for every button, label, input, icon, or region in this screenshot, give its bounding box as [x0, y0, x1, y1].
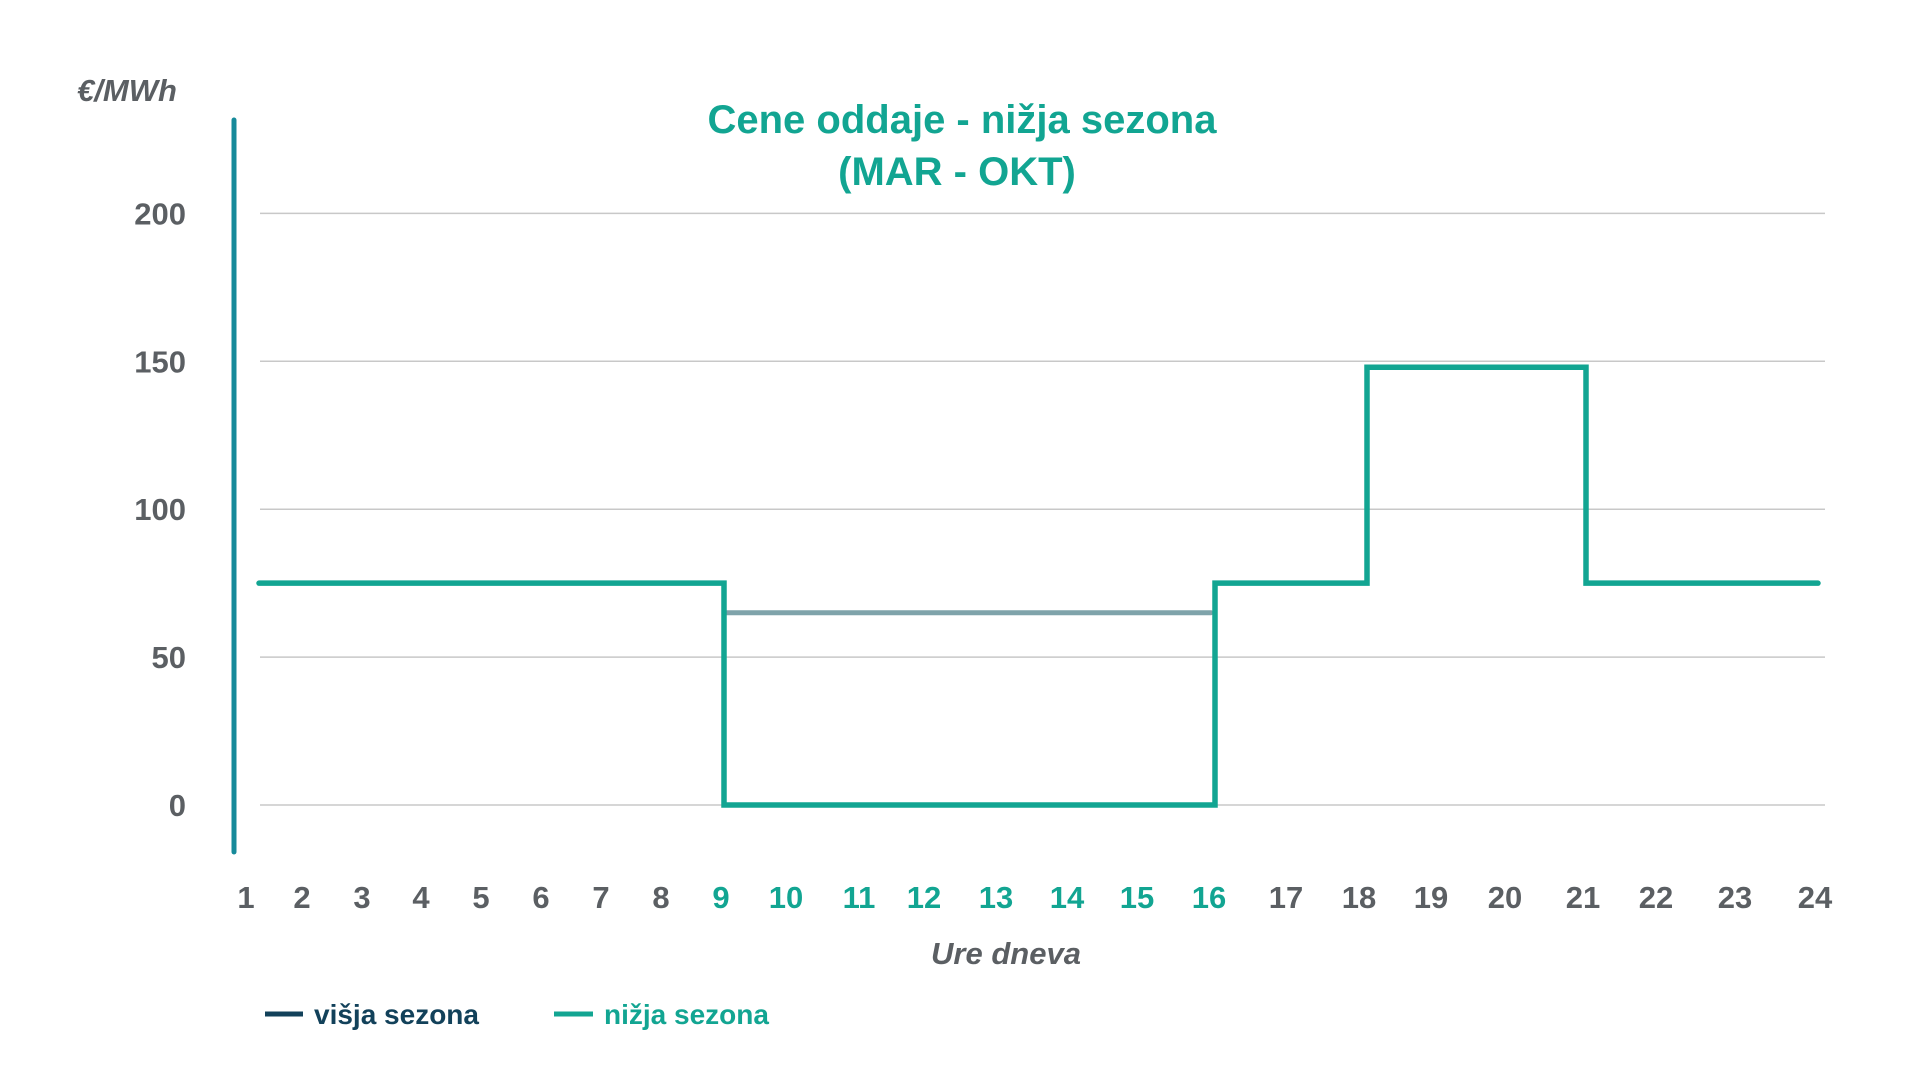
x-tick-label: 5 — [472, 880, 489, 915]
x-tick-label: 2 — [293, 880, 310, 915]
x-tick-label: 3 — [353, 880, 370, 915]
x-tick-label: 17 — [1269, 880, 1303, 915]
x-tick-label: 7 — [592, 880, 609, 915]
x-tick-label: 20 — [1488, 880, 1522, 915]
chart-subtitle: (MAR - OKT) — [838, 150, 1076, 194]
y-axis-label: €/MWh — [77, 73, 177, 108]
legend-item-visja-sezona: višja sezona — [265, 999, 479, 1030]
series-line-nizja-sezona — [256, 364, 1821, 808]
axes — [231, 117, 1839, 855]
x-tick-label: 11 — [843, 880, 876, 915]
x-tick-label: 22 — [1639, 880, 1673, 915]
x-tick-label: 24 — [1798, 880, 1833, 915]
legend: višja sezona nižja sezona — [265, 999, 769, 1030]
series-lines — [256, 364, 1821, 808]
legend-item-nizja-sezona: nižja sezona — [554, 999, 769, 1030]
x-tick-label: 18 — [1342, 880, 1376, 915]
y-tick-label: 150 — [134, 344, 186, 379]
x-tick-label: 10 — [769, 880, 803, 915]
y-tick-labels: 0 50 100 150 200 — [134, 196, 186, 823]
y-tick-label: 200 — [134, 196, 186, 231]
x-tick-label: 8 — [652, 880, 669, 915]
x-tick-label: 23 — [1718, 880, 1752, 915]
x-tick-label: 15 — [1120, 880, 1154, 915]
chart-title: Cene oddaje - nižja sezona — [707, 98, 1217, 142]
x-tick-label: 4 — [412, 880, 430, 915]
x-tick-label: 1 — [237, 880, 254, 915]
y-tick-label: 100 — [134, 492, 186, 527]
legend-label-nizja-sezona: nižja sezona — [604, 999, 769, 1030]
x-tick-label: 14 — [1050, 880, 1085, 915]
x-tick-label: 21 — [1566, 880, 1600, 915]
x-tick-label: 13 — [979, 880, 1013, 915]
x-tick-label: 16 — [1192, 880, 1226, 915]
y-tick-label: 0 — [169, 788, 186, 823]
x-tick-label: 9 — [712, 880, 729, 915]
grid-lines — [260, 212, 1825, 806]
x-tick-label: 19 — [1414, 880, 1448, 915]
legend-label-visja-sezona: višja sezona — [314, 999, 479, 1030]
y-tick-label: 50 — [152, 640, 186, 675]
x-tick-labels: 1 2 3 4 5 6 7 8 9 10 11 12 13 14 15 16 17 18 19 20 21 22 23 24 — [237, 880, 1833, 915]
x-tick-label: 12 — [907, 880, 941, 915]
x-axis-label: Ure dneva — [931, 936, 1081, 971]
x-tick-label: 6 — [532, 880, 549, 915]
